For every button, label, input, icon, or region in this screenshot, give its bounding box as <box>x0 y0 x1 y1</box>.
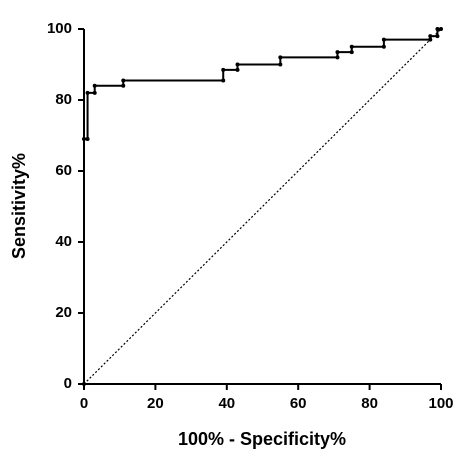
series-line <box>83 28 442 385</box>
point <box>349 50 354 55</box>
point <box>235 62 240 67</box>
x-tick-label: 20 <box>147 395 164 412</box>
point <box>221 78 226 83</box>
point <box>335 50 340 55</box>
point <box>428 34 433 39</box>
point <box>121 78 126 83</box>
point <box>85 90 90 95</box>
x-tick-label: 100 <box>428 395 453 412</box>
x-tick-label: 80 <box>361 395 378 412</box>
point <box>278 55 283 60</box>
point <box>235 67 240 72</box>
y-tick-label: 60 <box>55 162 72 179</box>
point <box>85 137 90 142</box>
point <box>121 83 126 88</box>
point <box>381 37 386 42</box>
series-line <box>83 28 441 384</box>
point <box>349 44 354 49</box>
y-tick-label: 20 <box>55 304 72 321</box>
x-axis-label: 100% - Specificity% <box>178 429 346 449</box>
y-axis-label: Sensitivity% <box>9 153 29 259</box>
y-tick-label: 80 <box>55 91 72 108</box>
point <box>381 44 386 49</box>
point <box>278 62 283 67</box>
point <box>439 27 443 31</box>
point <box>92 90 97 95</box>
y-tick-label: 100 <box>47 20 72 37</box>
point <box>335 55 340 60</box>
x-tick-label: 60 <box>290 395 307 412</box>
point <box>435 34 440 39</box>
point <box>435 27 440 31</box>
point <box>82 137 86 142</box>
point <box>92 83 97 88</box>
point <box>221 67 226 72</box>
y-tick-label: 0 <box>64 375 72 392</box>
x-tick-label: 0 <box>80 395 88 412</box>
x-tick-label: 40 <box>218 395 235 412</box>
y-tick-label: 40 <box>55 233 72 250</box>
